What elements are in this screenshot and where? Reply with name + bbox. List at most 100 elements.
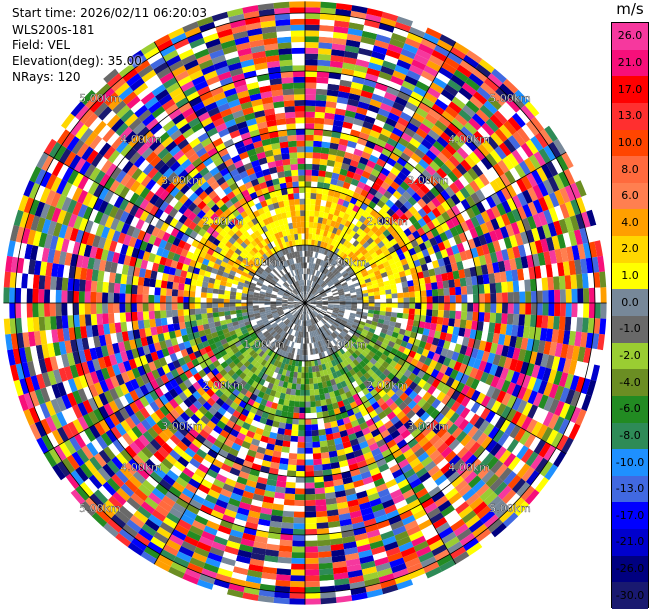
velocity-cell (321, 351, 326, 359)
velocity-cell (312, 377, 318, 384)
velocity-cell (269, 407, 277, 415)
velocity-cell (395, 388, 405, 398)
velocity-cell (278, 422, 286, 429)
velocity-cell (230, 196, 239, 205)
velocity-cell (224, 346, 232, 354)
velocity-cell (209, 272, 217, 279)
velocity-cell (320, 375, 326, 383)
velocity-cell (240, 357, 248, 365)
velocity-cell (268, 318, 275, 324)
velocity-cell (384, 241, 393, 250)
velocity-cell (148, 286, 155, 296)
velocity-cell (238, 413, 248, 422)
velocity-cell (282, 82, 294, 90)
velocity-cell (197, 274, 205, 282)
velocity-cell (275, 282, 282, 288)
velocity-cell (316, 299, 323, 302)
velocity-cell (343, 335, 351, 342)
velocity-cell (291, 317, 296, 323)
velocity-cell (300, 308, 304, 314)
velocity-cell (259, 311, 266, 315)
velocity-cell (185, 327, 193, 335)
velocity-cell (327, 298, 334, 301)
velocity-cell (321, 307, 328, 311)
velocity-cell (339, 361, 347, 369)
velocity-cell (210, 393, 220, 403)
velocity-cell (321, 405, 328, 412)
velocity-cell (350, 337, 357, 344)
velocity-cell (329, 317, 336, 322)
velocity-cell (309, 216, 315, 223)
velocity-cell (280, 236, 286, 244)
velocity-cell (264, 244, 271, 252)
velocity-cell (262, 281, 269, 287)
velocity-cell (149, 278, 157, 288)
velocity-cell (241, 299, 248, 303)
velocity-cell (293, 282, 298, 288)
velocity-cell (311, 331, 314, 337)
velocity-cell (354, 259, 362, 266)
velocity-cell (325, 398, 332, 406)
velocity-cell (242, 286, 249, 291)
velocity-cell (278, 343, 284, 350)
velocity-cell (378, 314, 386, 320)
velocity-cell (352, 239, 360, 247)
velocity-cell (231, 225, 239, 234)
velocity-cell (297, 366, 302, 373)
velocity-cell (258, 220, 266, 228)
velocity-cell (336, 264, 342, 271)
velocity-cell (348, 271, 356, 277)
velocity-cell (275, 334, 282, 341)
velocity-cell (302, 250, 305, 257)
velocity-cell (317, 382, 324, 389)
velocity-cell (350, 274, 357, 280)
velocity-cell (305, 349, 308, 356)
velocity-cell (229, 306, 236, 311)
velocity-cell (268, 370, 275, 378)
velocity-cell (305, 453, 314, 460)
velocity-cell (166, 281, 174, 290)
velocity-cell (398, 345, 406, 353)
velocity-cell (322, 283, 328, 289)
velocity-cell (318, 272, 323, 278)
velocity-cell (422, 270, 430, 278)
velocity-cell (321, 339, 327, 346)
velocity-cell (418, 257, 427, 266)
velocity-cell (342, 284, 349, 289)
velocity-cell (297, 274, 301, 281)
velocity-cell (273, 220, 280, 228)
velocity-cell (290, 210, 296, 218)
velocity-cell (405, 324, 413, 332)
velocity-cell (224, 397, 234, 407)
velocity-cell (302, 285, 304, 292)
velocity-cell (305, 59, 318, 66)
velocity-cell (299, 308, 303, 314)
velocity-cell (382, 368, 391, 377)
velocity-cell (295, 476, 305, 483)
velocity-cell (397, 265, 405, 273)
velocity-cell (359, 230, 368, 239)
velocity-cell (246, 326, 254, 332)
velocity-cell (299, 395, 305, 402)
velocity-cell (294, 269, 298, 276)
velocity-cell (291, 323, 296, 330)
velocity-cell (315, 306, 322, 310)
velocity-cell (308, 233, 313, 240)
velocity-cell (378, 365, 387, 373)
velocity-cell (276, 341, 282, 349)
velocity-cell (325, 289, 332, 294)
velocity-cell (305, 465, 314, 472)
velocity-cell (268, 328, 275, 334)
velocity-cell (250, 239, 258, 247)
velocity-cell (222, 353, 230, 361)
velocity-cell (267, 242, 274, 250)
velocity-cell (314, 210, 320, 218)
velocity-cell (274, 274, 281, 280)
velocity-cell (400, 276, 408, 283)
velocity-cell (214, 321, 221, 327)
velocity-cell (260, 359, 268, 367)
velocity-cell (376, 397, 386, 407)
velocity-cell (327, 309, 333, 312)
velocity-cell (296, 221, 302, 228)
velocity-cell (355, 356, 363, 364)
